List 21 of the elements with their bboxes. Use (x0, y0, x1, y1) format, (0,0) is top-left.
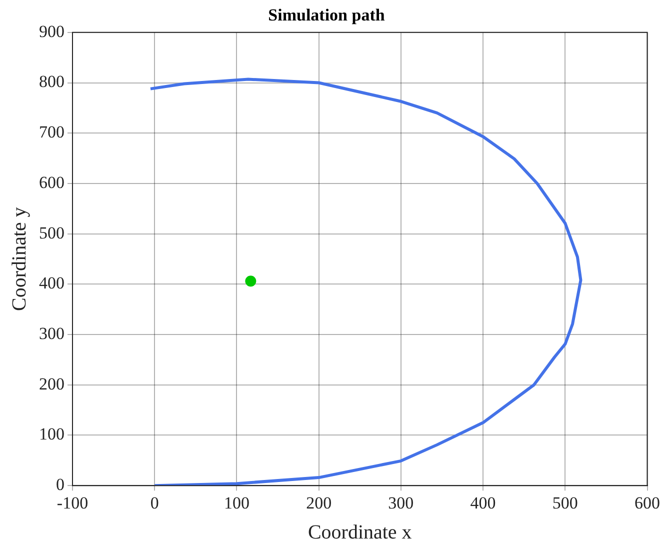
x-tick-label: -100 (56, 493, 88, 512)
x-tick-label: 0 (150, 493, 159, 512)
x-tick-label: 200 (306, 493, 332, 512)
y-tick-label: 800 (39, 72, 64, 92)
x-tick-label: 400 (470, 493, 496, 512)
x-tick-label: 100 (224, 493, 250, 512)
y-tick-label: 700 (39, 122, 64, 142)
y-tick-label: 600 (39, 172, 64, 192)
y-tick-label: 900 (39, 22, 64, 41)
x-tick-label: 500 (552, 493, 578, 512)
y-tick-label: 500 (39, 223, 64, 242)
x-tick-label: 600 (634, 493, 660, 512)
y-tick-label: 200 (39, 374, 64, 394)
x-axis-title: Coordinate x (308, 521, 412, 544)
y-tick-label: 400 (39, 274, 64, 293)
y-tick-label: 0 (56, 475, 64, 494)
y-tick-label: 100 (39, 424, 64, 444)
y-axis-title: Coordinate y (8, 207, 30, 311)
chart-title: Simulation path (268, 6, 386, 25)
x-tick-label: 300 (388, 493, 414, 512)
y-tick-label: 300 (39, 324, 64, 343)
